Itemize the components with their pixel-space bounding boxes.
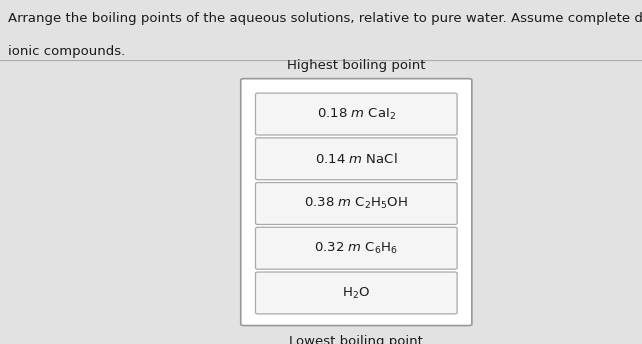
Text: 0.14 $m$ NaCl: 0.14 $m$ NaCl <box>315 152 397 166</box>
Text: Highest boiling point: Highest boiling point <box>287 58 426 72</box>
Text: 0.18 $m$ CaI$_2$: 0.18 $m$ CaI$_2$ <box>317 107 396 122</box>
Text: H$_2$O: H$_2$O <box>342 286 370 301</box>
Text: Lowest boiling point: Lowest boiling point <box>290 335 423 344</box>
FancyBboxPatch shape <box>256 93 457 135</box>
Text: ionic compounds.: ionic compounds. <box>8 45 125 58</box>
FancyBboxPatch shape <box>241 79 472 325</box>
FancyBboxPatch shape <box>256 272 457 314</box>
FancyBboxPatch shape <box>256 183 457 225</box>
FancyBboxPatch shape <box>256 227 457 269</box>
Text: Arrange the boiling points of the aqueous solutions, relative to pure water. Ass: Arrange the boiling points of the aqueou… <box>8 12 642 25</box>
Text: 0.32 $m$ C$_6$H$_6$: 0.32 $m$ C$_6$H$_6$ <box>315 241 398 256</box>
FancyBboxPatch shape <box>256 138 457 180</box>
Text: 0.38 $m$ C$_2$H$_5$OH: 0.38 $m$ C$_2$H$_5$OH <box>304 196 408 211</box>
